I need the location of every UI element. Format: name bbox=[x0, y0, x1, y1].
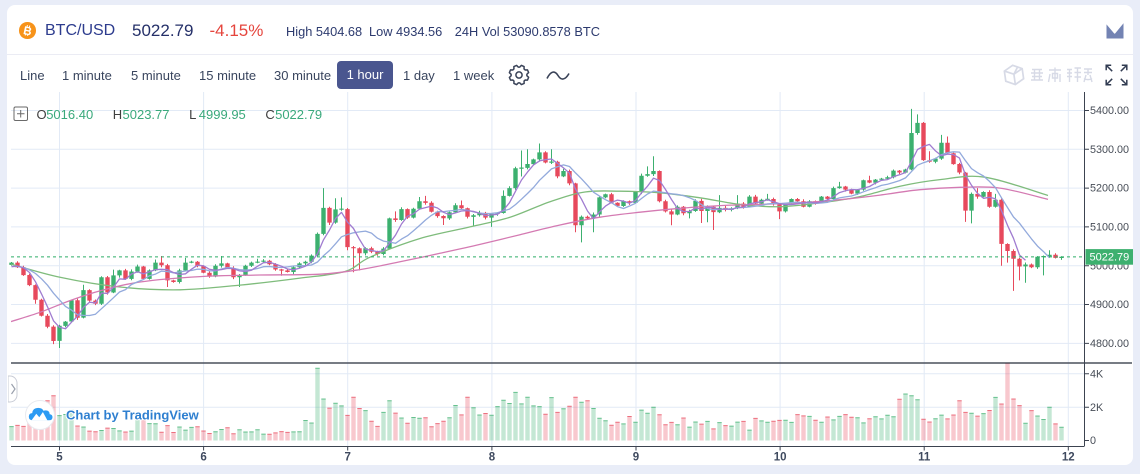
svg-text:L: L bbox=[189, 107, 196, 122]
svg-text:0: 0 bbox=[1090, 435, 1096, 447]
svg-text:4800.00: 4800.00 bbox=[1090, 338, 1129, 350]
svg-text:5022.79: 5022.79 bbox=[275, 107, 322, 122]
svg-text:10: 10 bbox=[774, 452, 787, 464]
svg-text:5: 5 bbox=[56, 452, 63, 464]
svg-text:B: B bbox=[22, 25, 33, 38]
svg-text:7: 7 bbox=[344, 452, 350, 464]
svg-text:4999.95: 4999.95 bbox=[199, 107, 246, 122]
svg-text:5400.00: 5400.00 bbox=[1090, 105, 1129, 117]
svg-text:5100.00: 5100.00 bbox=[1090, 222, 1129, 234]
svg-text:Chart by TradingView: Chart by TradingView bbox=[66, 408, 200, 423]
svg-text:5023.77: 5023.77 bbox=[123, 107, 170, 122]
svg-text:5200.00: 5200.00 bbox=[1090, 183, 1129, 195]
svg-text:8: 8 bbox=[489, 452, 496, 464]
svg-text:4K: 4K bbox=[1090, 368, 1104, 380]
svg-text:12: 12 bbox=[1062, 452, 1075, 464]
svg-text:2K: 2K bbox=[1090, 402, 1104, 414]
svg-text:H: H bbox=[113, 107, 122, 122]
svg-text:9: 9 bbox=[633, 452, 639, 464]
svg-text:6: 6 bbox=[200, 452, 206, 464]
svg-text:4900.00: 4900.00 bbox=[1090, 299, 1129, 311]
svg-text:C: C bbox=[265, 107, 274, 122]
svg-text:O: O bbox=[37, 107, 47, 122]
svg-text:11: 11 bbox=[918, 452, 931, 464]
svg-text:5022.79: 5022.79 bbox=[1090, 252, 1130, 264]
svg-text:5300.00: 5300.00 bbox=[1090, 144, 1129, 156]
svg-text:5016.40: 5016.40 bbox=[46, 107, 93, 122]
